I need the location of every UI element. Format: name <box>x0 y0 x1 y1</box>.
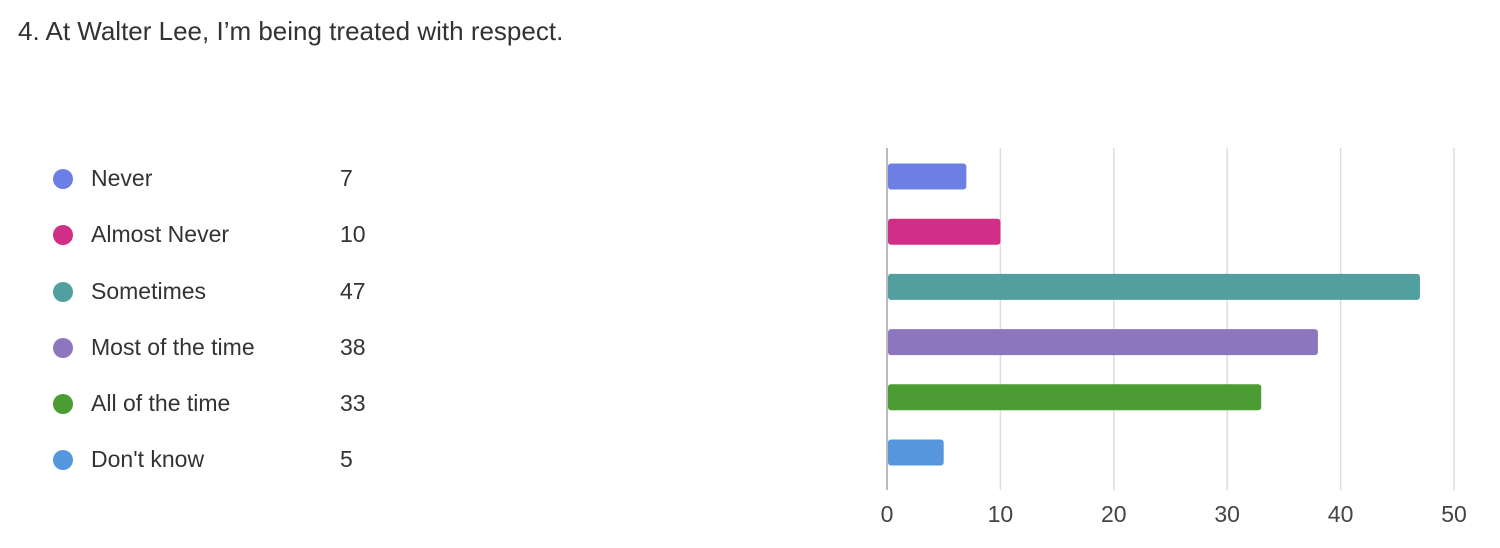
legend-count: 33 <box>340 390 366 417</box>
legend-item-dont-know: Don't know 5 <box>50 435 390 491</box>
x-tick-label: 10 <box>988 501 1014 527</box>
legend-dot <box>53 169 73 189</box>
legend-label: Never <box>91 165 153 191</box>
legend-count: 38 <box>340 333 366 360</box>
legend-label: Sometimes <box>91 277 207 304</box>
x-tick-label: 0 <box>881 501 894 527</box>
bar-don-t-know <box>888 439 944 466</box>
bar-most-of-the-time <box>888 329 1318 356</box>
legend-count: 5 <box>340 446 353 473</box>
bar-all-of-the-time <box>888 384 1262 411</box>
legend-label: Don't know <box>91 446 205 473</box>
legend-item-almost-never: Almost Never 10 <box>50 210 390 266</box>
legend-item-most-of-the-time: Most of the time 38 <box>50 323 390 379</box>
legend-dot <box>53 450 73 471</box>
legend-item-sometimes: Sometimes 47 <box>50 267 390 323</box>
legend-label: Most of the time <box>91 333 255 360</box>
question-title: 4. At Walter Lee, I’m being treated with… <box>18 16 564 46</box>
legend-label: All of the time <box>91 390 231 417</box>
bar-sometimes <box>888 273 1420 300</box>
legend-label: Almost Never <box>91 221 230 248</box>
legend-dot <box>53 225 73 246</box>
chart-legend: Never 7 Almost Never 10 Sometimes 47 Mos… <box>50 154 390 492</box>
x-tick-label: 40 <box>1328 501 1354 527</box>
legend-count: 47 <box>340 277 366 304</box>
bar-never <box>888 163 967 190</box>
x-tick-label: 30 <box>1214 501 1240 527</box>
x-tick-label: 50 <box>1441 501 1467 527</box>
legend-item-never: Never 7 <box>50 154 390 210</box>
legend-count: 7 <box>340 165 353 191</box>
legend-count: 10 <box>340 221 366 248</box>
legend-item-all-of-the-time: All of the time 33 <box>50 379 390 435</box>
legend-dot <box>53 281 73 302</box>
x-tick-label: 20 <box>1101 501 1127 527</box>
legend-dot <box>53 337 73 358</box>
bar-almost-never <box>888 218 1001 245</box>
legend-dot <box>53 394 73 415</box>
